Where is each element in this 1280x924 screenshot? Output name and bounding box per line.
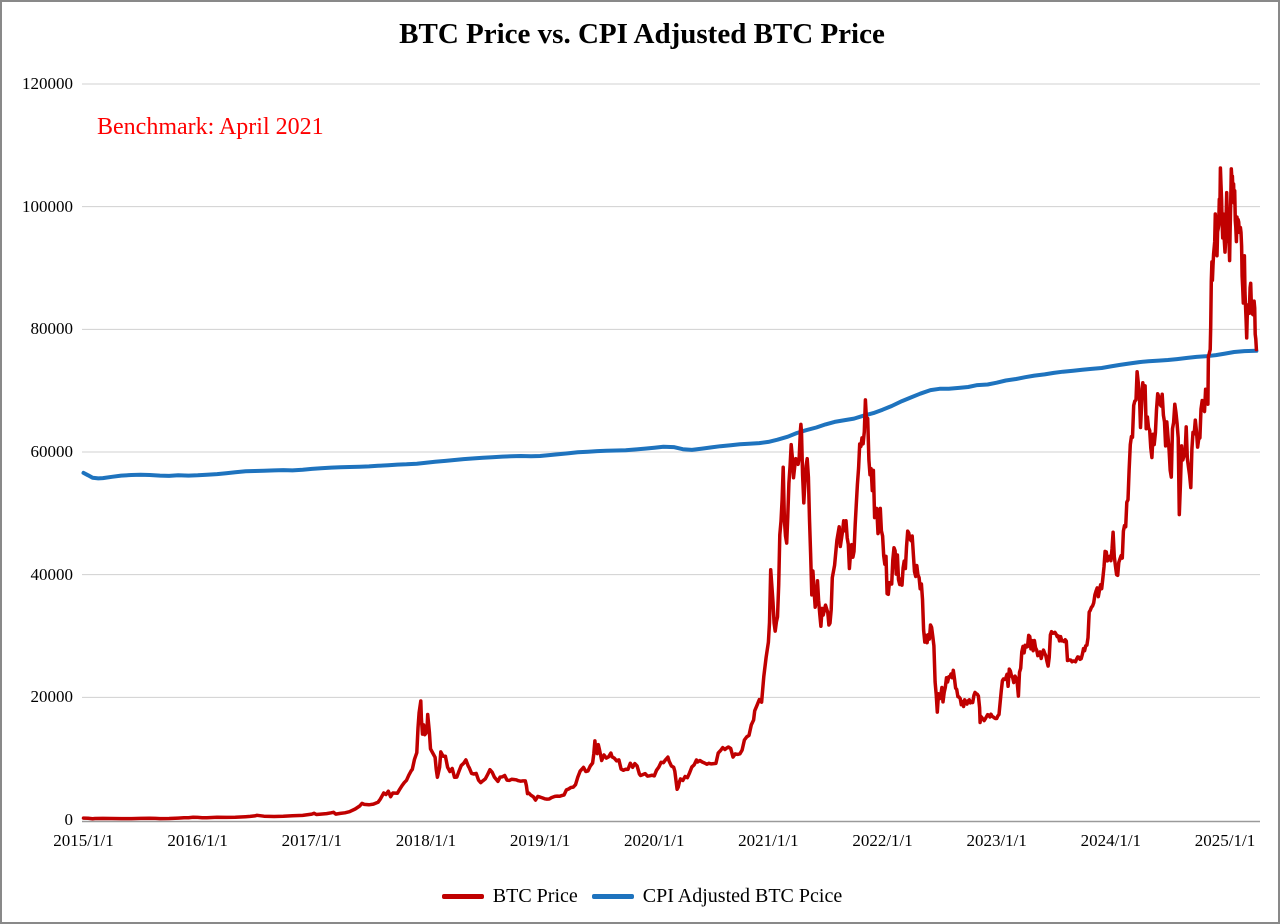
btc-price-line	[81, 166, 1259, 821]
x-axis-tick-label: 2024/1/1	[1080, 831, 1142, 850]
legend-item-btc-price: BTC Price	[441, 884, 578, 908]
chart-legend: BTC Price CPI Adjusted BTC Pcice	[2, 880, 1278, 912]
legend-label-btc-price: BTC Price	[492, 884, 578, 907]
x-axis-tick-label: 2016/1/1	[167, 831, 228, 850]
x-axis-tick-label: 2018/1/1	[395, 831, 457, 850]
chart-title: BTC Price vs. CPI Adjusted BTC Price	[399, 18, 885, 50]
x-axis-tick-label: 2017/1/1	[281, 831, 343, 850]
x-axis-tick-label: 2020/1/1	[624, 831, 685, 850]
x-axis-tick-label: 2025/1/1	[1194, 831, 1256, 850]
x-axis-tick-label: 2015/1/1	[53, 831, 114, 850]
y-axis-tick-label: 60000	[30, 442, 74, 461]
cpi-adjusted-line	[81, 348, 1259, 481]
legend-label-cpi-adjusted: CPI Adjusted BTC Pcice	[642, 884, 843, 907]
benchmark-annotation: Benchmark: April 2021	[97, 114, 324, 140]
y-axis-tick-label: 20000	[30, 687, 74, 707]
btc-price-line-swatch	[441, 893, 484, 899]
y-axis-tick-label: 120000	[22, 74, 73, 93]
x-axis-tick-label: 2022/1/1	[852, 831, 913, 850]
y-axis-tick-label: 40000	[30, 564, 74, 584]
x-axis-tick-label: 2023/1/1	[966, 831, 1027, 850]
cpi-adjusted-line-swatch	[591, 893, 634, 899]
y-axis-tick-label: 100000	[22, 196, 73, 216]
y-axis-tick-label: 80000	[30, 319, 74, 339]
x-axis-tick-label: 2019/1/1	[509, 831, 571, 850]
x-axis-tick-label: 2021/1/1	[738, 831, 799, 850]
gridlines	[82, 83, 1260, 698]
y-axis-tick-label: 0	[64, 810, 74, 829]
legend-item-cpi-adjusted: CPI Adjusted BTC Pcice	[591, 884, 843, 908]
